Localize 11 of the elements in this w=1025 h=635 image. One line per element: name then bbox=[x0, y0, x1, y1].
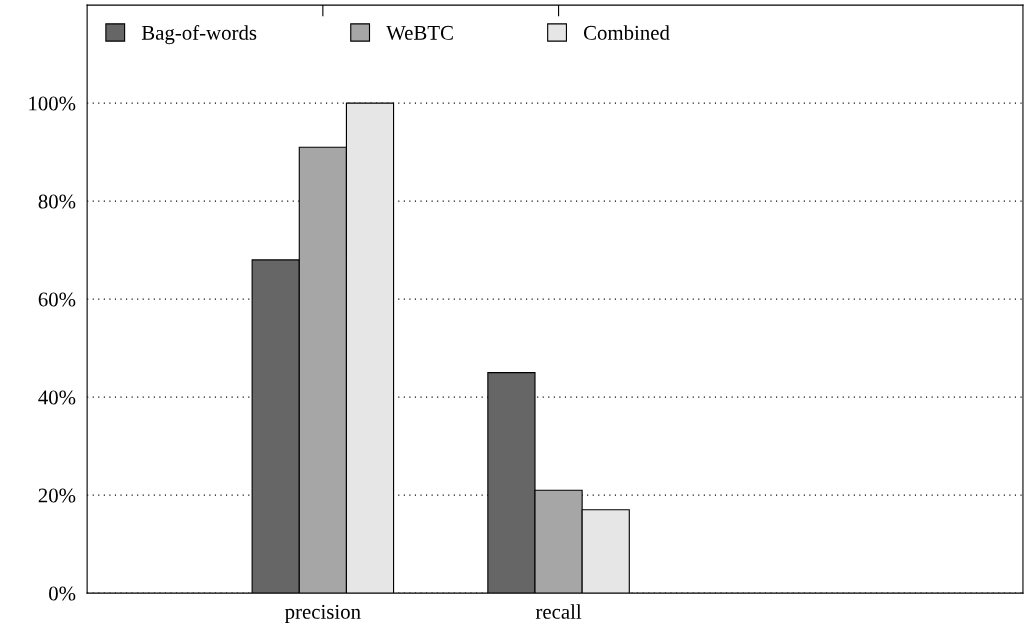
legend-label: WeBTC bbox=[386, 25, 453, 40]
legend-label: Bag-of-words bbox=[141, 25, 257, 45]
y-tick-label: 0% bbox=[49, 586, 76, 601]
y-tick-label: 100% bbox=[29, 96, 76, 111]
x-tick-label: recall bbox=[535, 604, 582, 619]
legend-label: Combined bbox=[583, 25, 670, 40]
x-tick-label: precision bbox=[285, 604, 361, 624]
y-tick-label: 20% bbox=[38, 488, 76, 503]
y-tick-label: 40% bbox=[38, 390, 76, 405]
y-tick-label: 60% bbox=[38, 292, 76, 307]
y-tick-label: 80% bbox=[38, 194, 76, 209]
